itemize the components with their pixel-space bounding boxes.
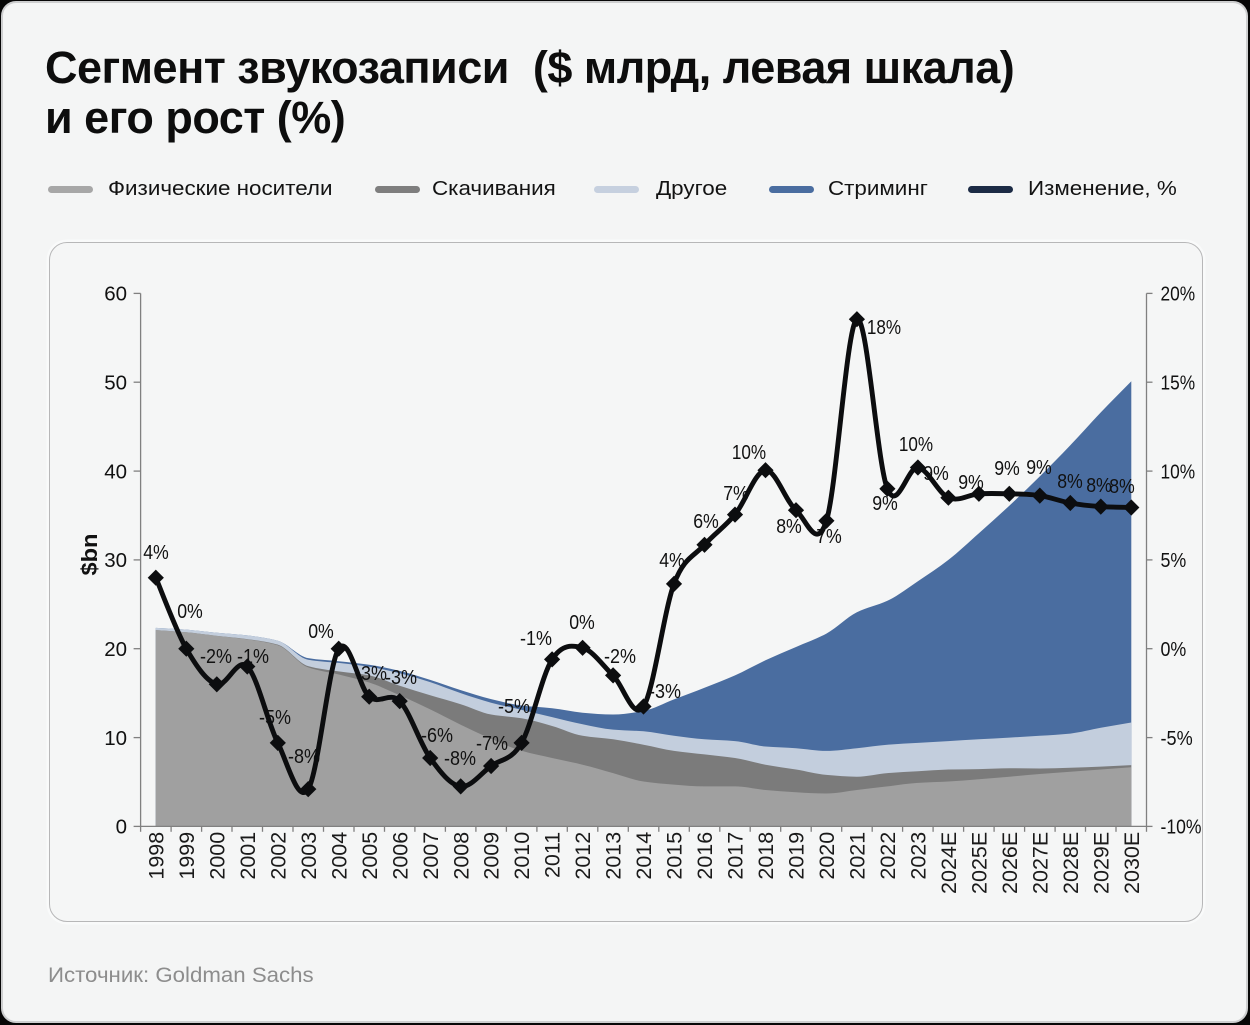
svg-text:60: 60 [104, 283, 127, 306]
svg-text:-1%: -1% [520, 627, 552, 650]
svg-text:-3%: -3% [649, 680, 681, 703]
svg-text:2008: 2008 [449, 832, 473, 880]
svg-text:-10%: -10% [1161, 816, 1202, 839]
svg-text:40: 40 [104, 460, 127, 483]
svg-text:2018: 2018 [754, 832, 778, 880]
svg-text:-5%: -5% [498, 695, 530, 718]
svg-text:2001: 2001 [236, 832, 260, 880]
svg-text:4%: 4% [143, 541, 169, 564]
svg-text:2000: 2000 [205, 832, 229, 880]
svg-text:0%: 0% [1161, 638, 1187, 661]
svg-text:4%: 4% [659, 549, 685, 572]
svg-text:2022: 2022 [876, 832, 900, 880]
svg-text:2003: 2003 [297, 832, 321, 880]
svg-text:15%: 15% [1161, 371, 1196, 394]
svg-text:6%: 6% [693, 510, 719, 533]
svg-text:0: 0 [116, 816, 127, 839]
svg-text:-3%: -3% [385, 666, 417, 689]
svg-text:2012: 2012 [571, 832, 595, 880]
svg-text:2020: 2020 [815, 832, 839, 880]
svg-text:10: 10 [104, 727, 127, 750]
svg-text:2025E: 2025E [968, 832, 992, 894]
svg-text:2005: 2005 [358, 832, 382, 880]
svg-text:0%: 0% [177, 600, 203, 623]
svg-text:2028E: 2028E [1059, 832, 1083, 894]
svg-text:2021: 2021 [846, 832, 870, 880]
svg-text:2017: 2017 [724, 832, 748, 880]
svg-text:2006: 2006 [388, 832, 412, 880]
svg-text:10%: 10% [732, 441, 766, 464]
svg-text:9%: 9% [994, 457, 1020, 480]
svg-text:9%: 9% [1026, 456, 1052, 479]
svg-text:2027E: 2027E [1028, 832, 1052, 894]
svg-text:-5%: -5% [1161, 727, 1193, 750]
svg-text:2015: 2015 [663, 832, 687, 880]
svg-text:2011: 2011 [541, 832, 565, 878]
svg-text:2014: 2014 [632, 832, 656, 880]
svg-text:$bn: $bn [77, 534, 102, 576]
svg-text:0%: 0% [569, 611, 595, 634]
svg-text:2030E: 2030E [1120, 832, 1144, 894]
svg-text:2019: 2019 [785, 832, 809, 880]
svg-text:5%: 5% [1161, 549, 1187, 572]
svg-text:-8%: -8% [444, 747, 476, 770]
svg-text:1999: 1999 [175, 832, 199, 880]
svg-text:2016: 2016 [693, 832, 717, 880]
svg-text:20: 20 [104, 638, 127, 661]
svg-text:2009: 2009 [480, 832, 504, 880]
svg-text:2010: 2010 [510, 832, 534, 880]
svg-text:0%: 0% [308, 620, 334, 643]
svg-text:2004: 2004 [327, 832, 351, 880]
svg-text:1998: 1998 [144, 832, 168, 880]
svg-text:-2%: -2% [200, 645, 232, 668]
svg-text:2029E: 2029E [1089, 832, 1113, 894]
svg-text:-3%: -3% [355, 662, 387, 685]
svg-text:2026E: 2026E [998, 832, 1022, 894]
svg-text:30: 30 [104, 549, 127, 572]
svg-text:10%: 10% [899, 433, 933, 456]
svg-text:2013: 2013 [602, 832, 626, 880]
svg-text:8%: 8% [1086, 474, 1112, 497]
svg-text:8%: 8% [1109, 475, 1135, 498]
svg-text:20%: 20% [1161, 283, 1196, 306]
svg-text:-8%: -8% [288, 745, 320, 768]
svg-text:2007: 2007 [419, 832, 443, 880]
svg-text:2024E: 2024E [937, 832, 961, 894]
svg-text:2002: 2002 [266, 832, 290, 880]
svg-text:-7%: -7% [476, 732, 508, 755]
svg-text:-6%: -6% [421, 724, 453, 747]
svg-text:8%: 8% [1057, 470, 1083, 493]
svg-text:7%: 7% [816, 525, 842, 548]
svg-text:18%: 18% [867, 316, 901, 339]
svg-text:50: 50 [104, 371, 127, 394]
svg-text:-2%: -2% [604, 645, 636, 668]
svg-text:8%: 8% [776, 515, 802, 538]
svg-text:2023: 2023 [907, 832, 931, 880]
svg-text:10%: 10% [1161, 460, 1196, 483]
